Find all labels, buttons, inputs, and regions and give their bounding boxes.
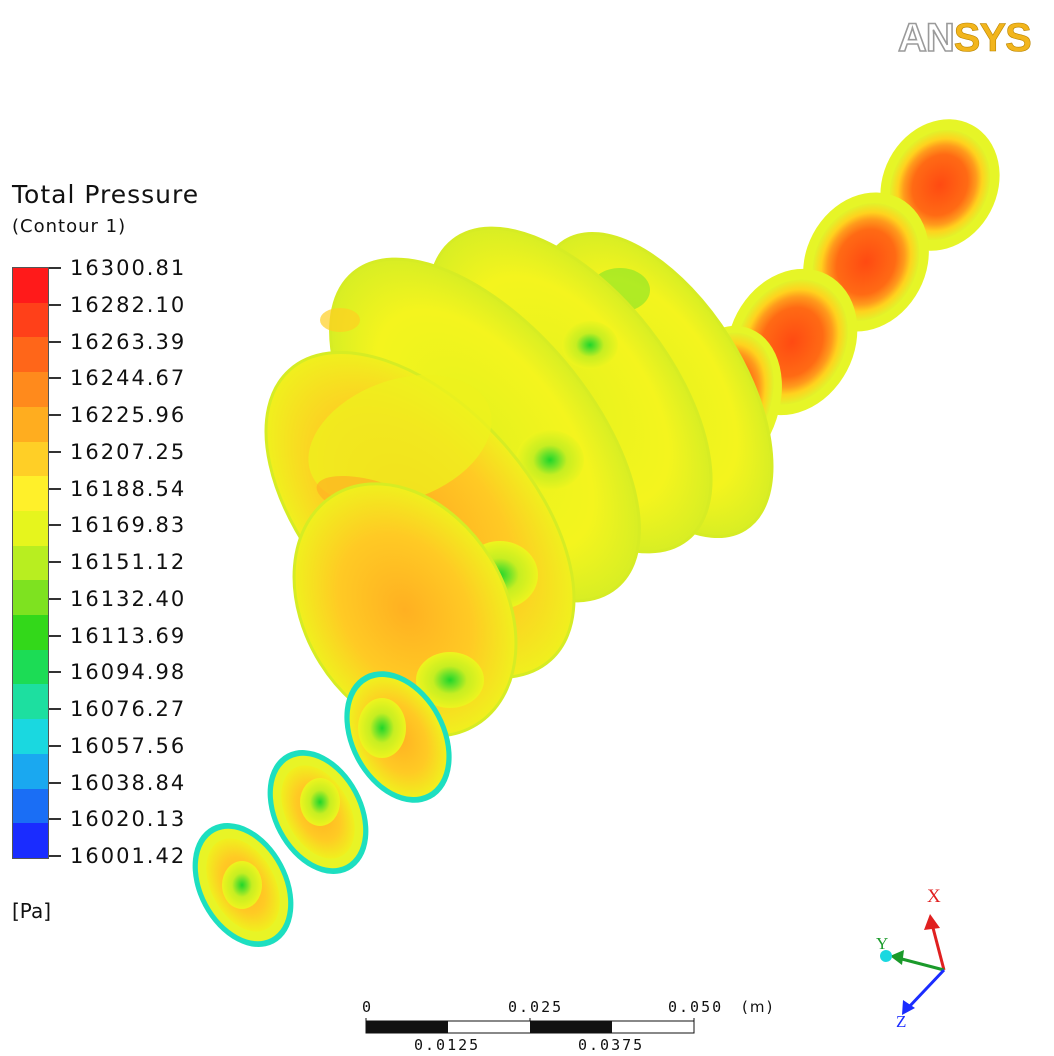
legend-tick	[49, 340, 61, 343]
legend-tick-label: 16244.67	[70, 366, 187, 391]
legend-tick	[49, 561, 61, 563]
legend-tick-label: 16001.42	[70, 844, 187, 868]
legend-tick-label: 16020.13	[70, 807, 187, 832]
legend-tick-label: 16169.83	[70, 513, 187, 538]
scale-label-0050: 0.050	[668, 998, 724, 1016]
legend-tick	[49, 634, 61, 637]
legend-unit: [Pa]	[12, 899, 52, 923]
legend-title: Total Pressure	[12, 180, 200, 209]
legend-band	[13, 615, 48, 651]
axis-z-label: Z	[896, 1012, 906, 1031]
legend-band	[13, 302, 48, 338]
scale-label-00375: 0.0375	[578, 1036, 645, 1054]
legend-band	[13, 406, 48, 443]
legend-tick-label: 16225.96	[70, 403, 187, 427]
legend-band	[13, 372, 48, 408]
legend-subtitle: (Contour 1)	[12, 216, 127, 237]
scale-unit: (m)	[742, 998, 775, 1016]
legend-band	[13, 510, 48, 547]
legend-tick-label: 16188.54	[70, 476, 187, 501]
axis-triad: X Y Z	[876, 886, 946, 1031]
legend-tick	[49, 377, 61, 380]
legend-tick-label: 16151.12	[70, 550, 187, 574]
legend-tick-label: 16076.27	[70, 697, 187, 721]
legend-band	[13, 684, 48, 720]
legend-band	[13, 753, 48, 790]
legend-tick-label: 16132.40	[70, 586, 187, 611]
legend-band	[13, 268, 48, 304]
legend-tick	[49, 671, 61, 674]
scale-label-0: 0	[362, 998, 374, 1016]
legend-band	[13, 545, 48, 581]
legend-tick-label: 16300.81	[70, 256, 187, 280]
legend-band	[13, 719, 48, 755]
slice-12	[192, 823, 294, 947]
legend-tick	[49, 450, 61, 453]
legend-tick-label: 16113.69	[70, 623, 187, 648]
legend-band	[13, 337, 48, 373]
legend-tick-label: 16094.98	[70, 660, 187, 685]
legend-tick	[49, 781, 61, 784]
legend-tick-label: 16038.84	[70, 770, 187, 795]
legend-band	[13, 580, 48, 616]
legend-tick	[49, 818, 61, 821]
axis-y-label: Y	[876, 934, 888, 953]
legend-tick-label: 16057.56	[70, 733, 187, 758]
slice-10	[344, 671, 452, 803]
legend-tick	[49, 744, 61, 747]
legend-tick	[49, 524, 61, 527]
legend-band	[13, 823, 48, 859]
legend-tick-label: 16263.39	[70, 329, 187, 354]
axis-x-label: X	[927, 886, 941, 907]
legend-tick	[49, 267, 61, 269]
legend-tick	[49, 597, 61, 600]
legend-band	[13, 649, 48, 685]
scale-bar	[365, 1018, 695, 1034]
legend-band	[13, 441, 48, 477]
legend-tick	[49, 414, 61, 416]
legend-tick	[49, 708, 61, 710]
color-legend-bar	[12, 267, 49, 859]
legend-band	[13, 788, 48, 824]
slice-11	[267, 750, 369, 874]
legend-tick	[49, 855, 61, 857]
legend-tick-label: 16207.25	[70, 439, 187, 464]
legend-band	[13, 476, 48, 512]
scale-label-0025: 0.025	[508, 998, 564, 1016]
legend-tick	[49, 303, 61, 306]
ansys-logo: ANSYS	[897, 15, 1032, 61]
scale-label-00125: 0.0125	[414, 1036, 481, 1054]
legend-tick	[49, 487, 61, 490]
slice-9	[292, 482, 518, 738]
legend-tick-label: 16282.10	[70, 292, 187, 317]
